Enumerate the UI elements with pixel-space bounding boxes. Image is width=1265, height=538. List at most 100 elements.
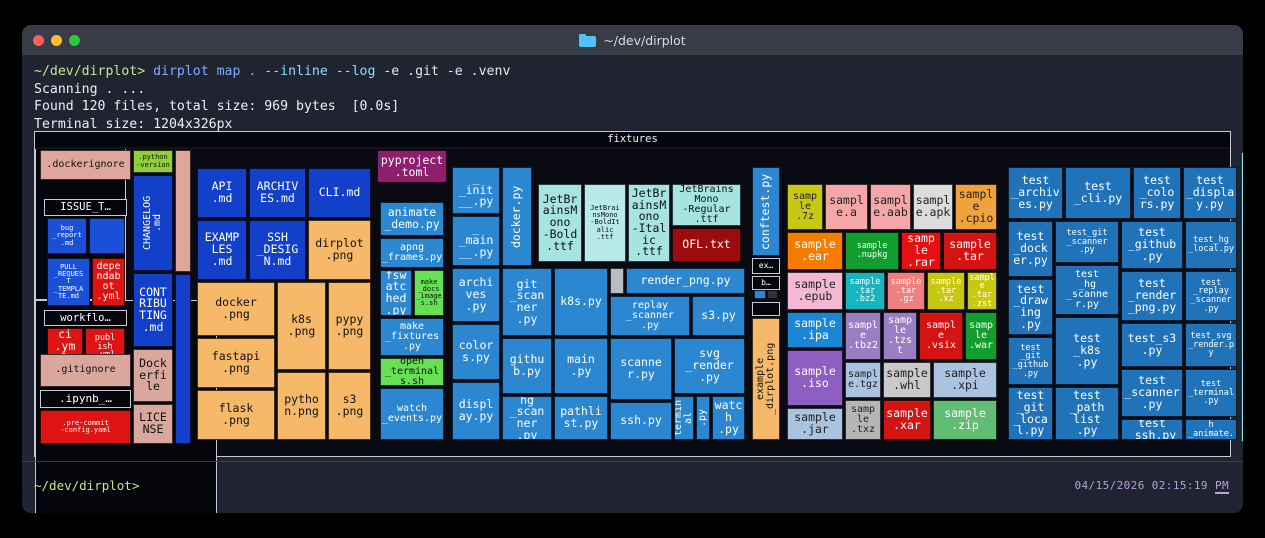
treemap-file-dockerfile[interactable]: Dock erfi le xyxy=(133,349,173,402)
treemap-file-sample-nupkg[interactable]: sample .nupkg xyxy=(845,232,899,270)
treemap-file-terminal-py-ext[interactable]: .py xyxy=(696,396,710,440)
treemap-file-flask-png[interactable]: flask .png xyxy=(197,390,275,440)
treemap-file-sample-tar-gz[interactable]: sample .tar .gz xyxy=(887,272,925,310)
treemap-file-baseline-a[interactable] xyxy=(754,290,766,299)
treemap-file-test-display[interactable]: test _displa y.py xyxy=(1183,167,1237,219)
treemap-file-sample-cpio[interactable]: sampl e .cpio xyxy=(955,184,997,230)
treemap-file-terminal-py[interactable]: terminal xyxy=(674,396,694,440)
treemap-file-sample-7z[interactable]: samp le .7z xyxy=(787,184,823,230)
treemap-file-test-scanner[interactable]: test _scanner .py xyxy=(1121,369,1183,417)
treemap-scrollbar[interactable] xyxy=(1241,152,1243,442)
treemap-file-changelog[interactable]: CHANGELOG .md xyxy=(133,175,173,271)
treemap-dir-issue-template[interactable]: ISSUE_T… xyxy=(44,199,127,216)
treemap-file-sample-tar-xz[interactable]: sample .tar .xz xyxy=(927,272,965,310)
treemap-dir-workflows[interactable]: workflo… xyxy=(44,310,127,326)
treemap-file-scanner-py[interactable]: scanne r.py xyxy=(610,338,672,400)
treemap-file-sample-tar[interactable]: sample .tar xyxy=(943,232,997,270)
treemap-file-blank-1[interactable] xyxy=(89,218,125,254)
treemap-file-fswatched[interactable]: fsw atc hed .py xyxy=(380,270,412,316)
treemap-file-sample-tzst[interactable]: samp le .tzs t xyxy=(883,312,917,360)
treemap-file-apng-frames[interactable]: apng _frames.py xyxy=(380,238,444,268)
maximize-button[interactable] xyxy=(69,35,80,46)
treemap-file-init-py[interactable]: _ _init __.py xyxy=(452,167,500,214)
treemap-file-python-png[interactable]: pytho n.png xyxy=(277,372,326,440)
treemap-file-gitignore[interactable]: .gitignore xyxy=(40,354,131,387)
treemap-file-sample-jar[interactable]: sample .jar xyxy=(787,408,843,440)
treemap-file-github-py[interactable]: githu b.py xyxy=(502,338,552,394)
treemap-file-contributing[interactable]: CONT RIBU TING .md xyxy=(133,273,173,347)
treemap-file-sample-a[interactable]: sampl e.a xyxy=(825,184,868,230)
close-button[interactable] xyxy=(33,35,44,46)
treemap-file-sample-rar[interactable]: samp le .rar xyxy=(901,232,941,270)
treemap-file-sample-zip[interactable]: sample .zip xyxy=(933,400,997,440)
treemap-file-dockerignore[interactable]: .dockerignore xyxy=(40,150,131,180)
treemap-file-test-pathlist[interactable]: test _path list .py xyxy=(1055,387,1119,440)
treemap-file-watch-events[interactable]: watch _events.py xyxy=(380,388,444,440)
treemap-file-sample-tar-bz2[interactable]: sample .tar .bz2 xyxy=(845,272,885,310)
treemap-dir-baseline[interactable]: b… xyxy=(752,276,780,290)
treemap-file-sample-tar-zst[interactable]: sample .tar .zst xyxy=(967,272,997,310)
treemap-file-test-s3[interactable]: test_s3 .py xyxy=(1121,323,1183,367)
treemap-file-baseline-b[interactable] xyxy=(767,290,778,299)
treemap-file-cli-md[interactable]: CLI.md xyxy=(308,168,371,218)
treemap-file-dirplot-png[interactable]: dirplot .png xyxy=(308,220,371,280)
treemap-file-watch-py[interactable]: watch .py xyxy=(712,396,745,440)
treemap-file-jb-italic[interactable]: JetBr ainsM ono -Ital ic .ttf xyxy=(628,184,670,262)
treemap-file-test-replay-scanner[interactable]: test _replay _scanner .py xyxy=(1185,271,1237,321)
treemap-file-test-k8s[interactable]: test _k8s .py xyxy=(1055,317,1119,385)
treemap-file-dependabot[interactable]: depe ndab ot .yml xyxy=(92,258,125,306)
treemap-file-sample-xar[interactable]: sample .xar xyxy=(883,400,931,440)
treemap-file-fastapi-png[interactable]: fastapi .png xyxy=(197,338,275,388)
treemap-file-sample-vsix[interactable]: sampl e .vsix xyxy=(919,312,963,360)
treemap-file-bug-report[interactable]: bug _report .md xyxy=(47,218,87,254)
treemap-file-test-github[interactable]: test _github .py xyxy=(1121,221,1183,269)
treemap-file-sample-ear[interactable]: sample .ear xyxy=(787,232,843,270)
treemap-file-test-colors[interactable]: test _colo rs.py xyxy=(1133,167,1181,219)
treemap-file-sample-iso[interactable]: sample .iso xyxy=(787,350,843,406)
window-controls[interactable] xyxy=(33,35,80,46)
treemap-file-sample-txz[interactable]: samp le .txz xyxy=(845,400,881,440)
treemap-spacer-1[interactable] xyxy=(175,150,191,272)
treemap-file-archives-py[interactable]: archi ves .py xyxy=(452,268,500,322)
treemap-file-sample-tbz2[interactable]: sampl e .tbz2 xyxy=(845,312,881,360)
treemap-file-make-fixtures[interactable]: make _fixtures .py xyxy=(380,318,444,356)
treemap-file-hg-scanner[interactable]: hg _scan ner .py xyxy=(502,396,552,440)
treemap-file-git-scanner[interactable]: git _scan ner .py xyxy=(502,268,552,336)
treemap-file-python-version[interactable]: .python -version xyxy=(133,150,173,173)
treemap-file-colors-py[interactable]: color s.py xyxy=(452,324,500,380)
treemap-file-make-docs-images[interactable]: make _docs _image s.sh xyxy=(414,270,444,316)
treemap-file-k8s-py[interactable]: k8s.py xyxy=(554,268,608,336)
treemap-file-test-cli[interactable]: test _cli.py xyxy=(1065,167,1131,219)
treemap-file-s3-py[interactable]: s3.py xyxy=(692,296,745,336)
treemap-file-sample-aab[interactable]: sampl e.aab xyxy=(870,184,911,230)
treemap-file-ssh-py[interactable]: ssh.py xyxy=(610,402,672,440)
treemap-file-ofl[interactable]: OFL.txt xyxy=(672,228,741,262)
treemap-file-test-svg-render[interactable]: test_svg _render.py xyxy=(1185,323,1237,367)
treemap-file-render-png-py[interactable]: render_png.py xyxy=(626,268,745,294)
treemap-file-k8s-png[interactable]: k8s .png xyxy=(277,282,326,370)
treemap-file-sample-whl[interactable]: sample .whl xyxy=(883,362,931,398)
treemap-file-docker-png[interactable]: docker .png xyxy=(197,282,275,336)
treemap-file-examples-md[interactable]: EXAMP LES .md xyxy=(197,220,247,280)
treemap-file-test-docker[interactable]: test _dock er.py xyxy=(1008,221,1053,277)
treemap-file-test-archives[interactable]: test _archiv es.py xyxy=(1008,167,1063,219)
treemap-file-test-terminal[interactable]: test _terminal .py xyxy=(1185,369,1237,417)
treemap-file-sample-xpi[interactable]: sample .xpi xyxy=(933,362,997,398)
treemap-file-test-render-png[interactable]: test _render _png.py xyxy=(1121,271,1183,321)
treemap-file-display-py[interactable]: displ ay.py xyxy=(452,382,500,440)
treemap-file-animate-demo[interactable]: animate _demo.py xyxy=(380,202,444,236)
treemap-file-svg-render[interactable]: svg _render .py xyxy=(674,338,745,394)
treemap-file-docker-py[interactable]: docker.py xyxy=(502,167,532,266)
treemap-dir-examples[interactable]: ex… xyxy=(752,258,780,274)
treemap-file-jb-bold[interactable]: JetBr ainsM ono -Bold .ttf xyxy=(538,184,582,262)
treemap-file-pathlist[interactable]: pathli st.py xyxy=(554,396,608,440)
treemap-file-pypy-png[interactable]: pypy .png xyxy=(328,282,371,370)
treemap-file-unlabeled[interactable] xyxy=(610,268,624,294)
treemap-file-jb-bolditalic[interactable]: JetBrai nsMono -BoldIt alic .ttf xyxy=(584,184,626,262)
treemap-file-test-hg-local[interactable]: test_hg _local.py xyxy=(1185,221,1237,269)
treemap-file-ssh-design-md[interactable]: SSH _DESIG N.md xyxy=(249,220,306,280)
treemap[interactable]: dirplot — 120 files, 13 dirs, 4.6 MB (4,… xyxy=(34,131,1243,513)
treemap-file-pre-commit[interactable]: .pre-commit -config.yaml xyxy=(40,410,131,444)
treemap-file-license[interactable]: LICE NSE xyxy=(133,404,173,444)
treemap-dir-ipynb-checkpoints[interactable]: .ipynb_… xyxy=(40,390,131,408)
